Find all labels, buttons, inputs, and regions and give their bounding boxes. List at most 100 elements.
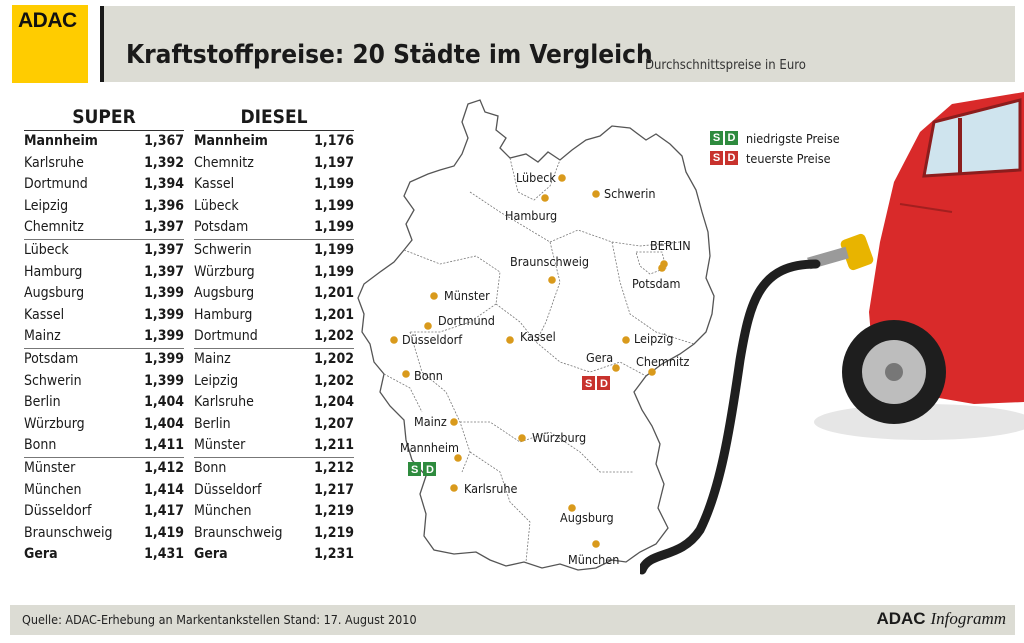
- price-value: 1,202: [314, 372, 354, 389]
- city-name: München: [24, 481, 82, 498]
- city-label: Braunschweig: [510, 254, 589, 269]
- price-value: 1,399: [144, 328, 184, 345]
- city-name: Leipzig: [194, 372, 239, 389]
- city-name: Chemnitz: [24, 219, 84, 236]
- city-name: München: [194, 503, 252, 520]
- city-name: Potsdam: [24, 350, 79, 367]
- price-row: Münster 1,211: [194, 435, 354, 457]
- price-value: 1,201: [314, 306, 354, 323]
- price-value: 1,202: [314, 328, 354, 345]
- city-name: Gera: [194, 546, 228, 563]
- header: ADAC Kraftstoffpreise: 20 Städte im Verg…: [0, 0, 1024, 86]
- city-name: Hamburg: [24, 263, 83, 280]
- city-label: Augsburg: [560, 510, 614, 525]
- city-name: Gera: [24, 546, 58, 563]
- price-value: 1,414: [144, 481, 184, 498]
- city-label: Karlsruhe: [464, 481, 518, 496]
- price-row: Düsseldorf 1,417: [24, 501, 184, 523]
- city-name: Braunschweig: [194, 524, 283, 541]
- city-label: Chemnitz: [636, 354, 690, 369]
- city-name: Kassel: [194, 176, 235, 193]
- price-row: Dortmund 1,202: [194, 326, 354, 348]
- footer: Quelle: ADAC-Erhebung an Markentankstell…: [0, 605, 1024, 643]
- badge-box: [408, 462, 421, 476]
- hose-line: [640, 259, 821, 575]
- price-value: 1,217: [314, 481, 354, 498]
- price-value: 1,399: [144, 306, 184, 323]
- price-row: Karlsruhe 1,204: [194, 392, 354, 414]
- price-row: Lübeck 1,199: [194, 196, 354, 218]
- city-layer: Lübeck Schwerin Hamburg BERLIN Braunschweig P…: [390, 170, 691, 567]
- price-row: Bonn 1,411: [24, 435, 184, 457]
- fuel-hose: [640, 259, 821, 575]
- city-name: Mainz: [194, 350, 231, 367]
- logo-text: ADAC: [18, 9, 77, 32]
- price-row: München 1,414: [24, 480, 184, 502]
- legend-low-label: niedrigste Preise: [746, 130, 840, 146]
- city-name: Düsseldorf: [24, 503, 92, 520]
- price-row: Leipzig 1,396: [24, 196, 184, 218]
- price-row: Berlin 1,207: [194, 414, 354, 436]
- city-name: Berlin: [194, 415, 231, 432]
- title-bar: [100, 6, 1015, 82]
- price-value: 1,397: [144, 219, 184, 236]
- city-label: Hamburg: [505, 208, 557, 223]
- city-label: Würzburg: [532, 430, 586, 445]
- city-name: Düsseldorf: [194, 481, 262, 498]
- price-row: Düsseldorf 1,217: [194, 480, 354, 502]
- city-name: Berlin: [24, 394, 61, 411]
- price-value: 1,199: [314, 197, 354, 214]
- price-row: Mannheim 1,367: [24, 131, 184, 153]
- brand-adac: ADAC: [876, 609, 926, 628]
- diesel-group: Mainz 1,202 Leipzig 1,202 Karlsruhe 1,204 Berl…: [194, 349, 354, 458]
- city-name: Kassel: [24, 306, 65, 323]
- price-row: Leipzig 1,202: [194, 371, 354, 393]
- city-name: Hamburg: [194, 306, 253, 323]
- diesel-group: Schwerin 1,199 Würzburg 1,199 Augsburg 1,201 H…: [194, 240, 354, 349]
- price-row: Augsburg 1,201: [194, 283, 354, 305]
- city-marker: [430, 292, 438, 300]
- city-marker: [390, 336, 398, 344]
- price-value: 1,411: [144, 437, 184, 454]
- city-marker: [612, 364, 620, 372]
- price-value: 1,404: [144, 394, 184, 411]
- price-value: 1,197: [314, 154, 354, 171]
- badge-box: [423, 462, 436, 476]
- city-name: Bonn: [194, 459, 227, 476]
- badge-s: S: [710, 131, 723, 145]
- city-marker: [592, 190, 600, 198]
- price-row: Münster 1,412: [24, 458, 184, 480]
- city-name: Bonn: [24, 437, 57, 454]
- price-value: 1,397: [144, 241, 184, 258]
- price-row: München 1,219: [194, 501, 354, 523]
- badge-s: S: [710, 151, 723, 165]
- price-value: 1,219: [314, 503, 354, 520]
- city-label: Düsseldorf: [402, 332, 463, 347]
- price-value: 1,212: [314, 459, 354, 476]
- price-row: Braunschweig 1,219: [194, 523, 354, 545]
- badge-box: [597, 376, 610, 390]
- germany-outline: [357, 99, 715, 571]
- price-value: 1,199: [314, 176, 354, 193]
- door-line: [899, 203, 953, 213]
- legend-high-label: teuerste Preise: [746, 150, 831, 166]
- badge-letter: D: [600, 378, 608, 390]
- price-value: 1,397: [144, 263, 184, 280]
- city-label: Kassel: [520, 329, 556, 344]
- price-row: Bonn 1,212: [194, 458, 354, 480]
- city-label: Münster: [444, 288, 490, 303]
- city-label: Mannheim: [400, 440, 459, 455]
- badge-d: D: [725, 131, 738, 145]
- city-marker: [518, 434, 526, 442]
- city-marker: [558, 174, 566, 182]
- city-label: BERLIN: [650, 238, 691, 253]
- price-row: Potsdam 1,199: [194, 217, 354, 239]
- price-row: Karlsruhe 1,392: [24, 153, 184, 175]
- city-name: Dortmund: [194, 328, 258, 345]
- city-marker: [454, 454, 462, 462]
- city-marker: [450, 418, 458, 426]
- car-window: [922, 98, 1022, 178]
